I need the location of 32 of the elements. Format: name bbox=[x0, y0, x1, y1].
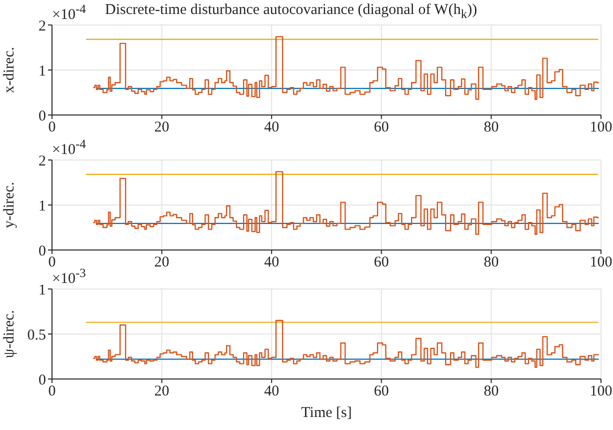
y-tick-label: 2 bbox=[38, 18, 46, 34]
x-tick-label: 20 bbox=[154, 254, 170, 271]
text: ×10$^{-3}$ bbox=[52, 266, 86, 287]
chart-title: Discrete-time disturbance autocovariance (diagonal of W(h$_{k}$)) bbox=[105, 2, 478, 22]
y-tick-label: 1 bbox=[38, 198, 46, 214]
x-tick-label: 80 bbox=[484, 254, 499, 271]
x-tick-label: 40 bbox=[264, 254, 280, 271]
y-axis-title: ψ-direc. bbox=[1, 310, 18, 358]
text: ×10$^{-4}$ bbox=[52, 2, 86, 24]
x-tick-label: 20 bbox=[154, 120, 170, 136]
x-tick-label: 60 bbox=[374, 120, 389, 136]
y-tick-label: 2 bbox=[38, 153, 46, 170]
x-tick-label: 100 bbox=[590, 120, 612, 136]
x-tick-label: 100 bbox=[590, 254, 612, 271]
y-tick-label: 1 bbox=[38, 282, 46, 298]
x-tick-label: 80 bbox=[484, 120, 499, 136]
y-tick-label: 0 bbox=[38, 108, 46, 124]
y-tick-label: 0 bbox=[38, 372, 46, 388]
x-tick-label: 60 bbox=[374, 254, 389, 271]
x-tick-label: 20 bbox=[154, 384, 170, 400]
x-tick-label: 60 bbox=[374, 384, 389, 400]
text: ×10$^{-4}$ bbox=[52, 137, 86, 159]
x-tick-label: 40 bbox=[264, 120, 280, 136]
x-tick-label: 40 bbox=[264, 384, 280, 400]
y-tick-label: 1 bbox=[38, 63, 46, 80]
x-axis-title: Time [s] bbox=[301, 405, 352, 421]
y-tick-label: 0 bbox=[38, 243, 46, 260]
y-tick-label: 0.5 bbox=[27, 327, 46, 344]
y-axis-title: x-direc. bbox=[1, 46, 18, 94]
y-axis-title: y-direc. bbox=[1, 182, 18, 228]
x-tick-label: 100 bbox=[590, 384, 612, 400]
x-tick-label: 80 bbox=[484, 384, 499, 400]
